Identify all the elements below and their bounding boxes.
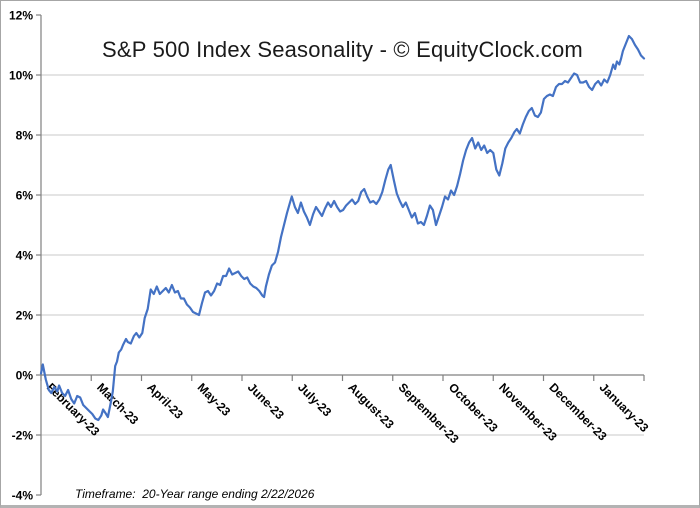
x-axis-label: January-23 [597,380,652,435]
y-axis-label: 0% [16,369,34,383]
x-axis-label: May-23 [195,380,234,419]
x-axis-label: August-23 [345,380,397,432]
x-axis-label: June-23 [245,380,287,422]
timeframe-note: Timeframe: 20-Year range ending 2/22/202… [75,487,315,501]
chart-title: S&P 500 Index Seasonality - © EquityCloc… [102,37,583,62]
y-axis-label: -2% [12,429,34,443]
y-axis-label: 8% [16,129,34,143]
y-axis-label: 2% [16,309,34,323]
y-axis-label: 6% [16,189,34,203]
x-axis-label: March-23 [94,380,141,427]
y-axis-label: 4% [16,249,34,263]
seasonality-series-line [39,34,646,422]
x-axis-label: October-23 [446,380,501,435]
y-axis-label: 10% [9,69,33,83]
y-axis-label: -4% [12,489,34,503]
y-axis-label: 12% [9,9,33,23]
x-axis-label: April-23 [144,380,186,422]
x-axis-label: July-23 [295,380,334,419]
